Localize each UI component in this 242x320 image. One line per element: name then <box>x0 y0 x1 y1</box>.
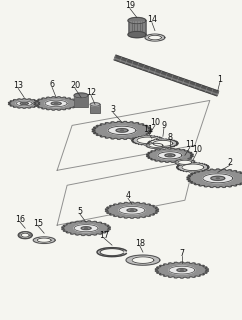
Polygon shape <box>137 137 159 144</box>
Text: 17: 17 <box>99 231 109 240</box>
Text: 10: 10 <box>150 118 160 127</box>
Polygon shape <box>74 225 98 232</box>
Text: 11: 11 <box>185 140 195 149</box>
Polygon shape <box>108 126 136 135</box>
Polygon shape <box>148 139 178 148</box>
Text: 9: 9 <box>161 121 166 130</box>
Polygon shape <box>177 268 187 272</box>
Polygon shape <box>165 154 175 157</box>
Text: 18: 18 <box>135 239 145 248</box>
Polygon shape <box>132 257 154 263</box>
Polygon shape <box>128 31 146 38</box>
Polygon shape <box>211 176 225 180</box>
Polygon shape <box>114 55 219 96</box>
Polygon shape <box>23 103 26 104</box>
Text: 5: 5 <box>77 207 83 216</box>
Polygon shape <box>126 255 160 265</box>
FancyBboxPatch shape <box>90 104 100 113</box>
Polygon shape <box>18 232 32 239</box>
Polygon shape <box>97 248 126 257</box>
Polygon shape <box>127 209 137 212</box>
Text: 16: 16 <box>15 215 25 224</box>
Polygon shape <box>145 34 165 41</box>
Polygon shape <box>155 262 209 278</box>
Polygon shape <box>168 155 171 156</box>
Polygon shape <box>146 142 166 148</box>
Polygon shape <box>130 210 134 211</box>
Polygon shape <box>37 238 51 242</box>
FancyBboxPatch shape <box>128 20 146 35</box>
Polygon shape <box>74 93 88 98</box>
Polygon shape <box>153 140 173 146</box>
Polygon shape <box>176 162 209 172</box>
Text: 6: 6 <box>50 80 55 89</box>
FancyBboxPatch shape <box>74 95 88 108</box>
Text: 3: 3 <box>111 105 115 114</box>
Text: 20: 20 <box>70 81 80 90</box>
Polygon shape <box>33 237 55 244</box>
Text: 13: 13 <box>13 81 23 90</box>
Polygon shape <box>147 148 193 162</box>
Polygon shape <box>175 159 195 165</box>
Polygon shape <box>81 227 91 230</box>
Text: 15: 15 <box>33 219 43 228</box>
Polygon shape <box>116 129 128 132</box>
Polygon shape <box>128 18 146 24</box>
Text: 8: 8 <box>167 133 172 142</box>
Polygon shape <box>121 130 123 131</box>
Polygon shape <box>149 143 163 148</box>
Polygon shape <box>92 121 152 139</box>
Text: 1: 1 <box>217 75 222 84</box>
Polygon shape <box>21 233 29 237</box>
Polygon shape <box>105 202 159 218</box>
Polygon shape <box>182 164 204 171</box>
Polygon shape <box>216 178 219 179</box>
Polygon shape <box>8 99 40 108</box>
Text: 12: 12 <box>86 88 96 97</box>
Polygon shape <box>148 35 161 40</box>
Polygon shape <box>34 97 78 110</box>
Polygon shape <box>51 102 61 105</box>
Text: 14: 14 <box>147 15 157 24</box>
Polygon shape <box>169 266 195 274</box>
Polygon shape <box>90 103 100 106</box>
Polygon shape <box>178 160 192 164</box>
Polygon shape <box>119 206 145 214</box>
Polygon shape <box>158 152 182 159</box>
Polygon shape <box>20 102 28 105</box>
Polygon shape <box>16 101 32 106</box>
Text: 10: 10 <box>192 145 202 154</box>
Polygon shape <box>45 100 67 107</box>
Polygon shape <box>55 103 58 104</box>
Text: 4: 4 <box>126 191 130 200</box>
Text: 11: 11 <box>143 125 153 134</box>
Polygon shape <box>132 135 164 145</box>
Text: 19: 19 <box>125 1 135 10</box>
Polygon shape <box>62 221 110 236</box>
Polygon shape <box>187 169 242 188</box>
Text: 2: 2 <box>227 158 232 167</box>
Text: 7: 7 <box>179 249 184 258</box>
Polygon shape <box>203 174 233 183</box>
